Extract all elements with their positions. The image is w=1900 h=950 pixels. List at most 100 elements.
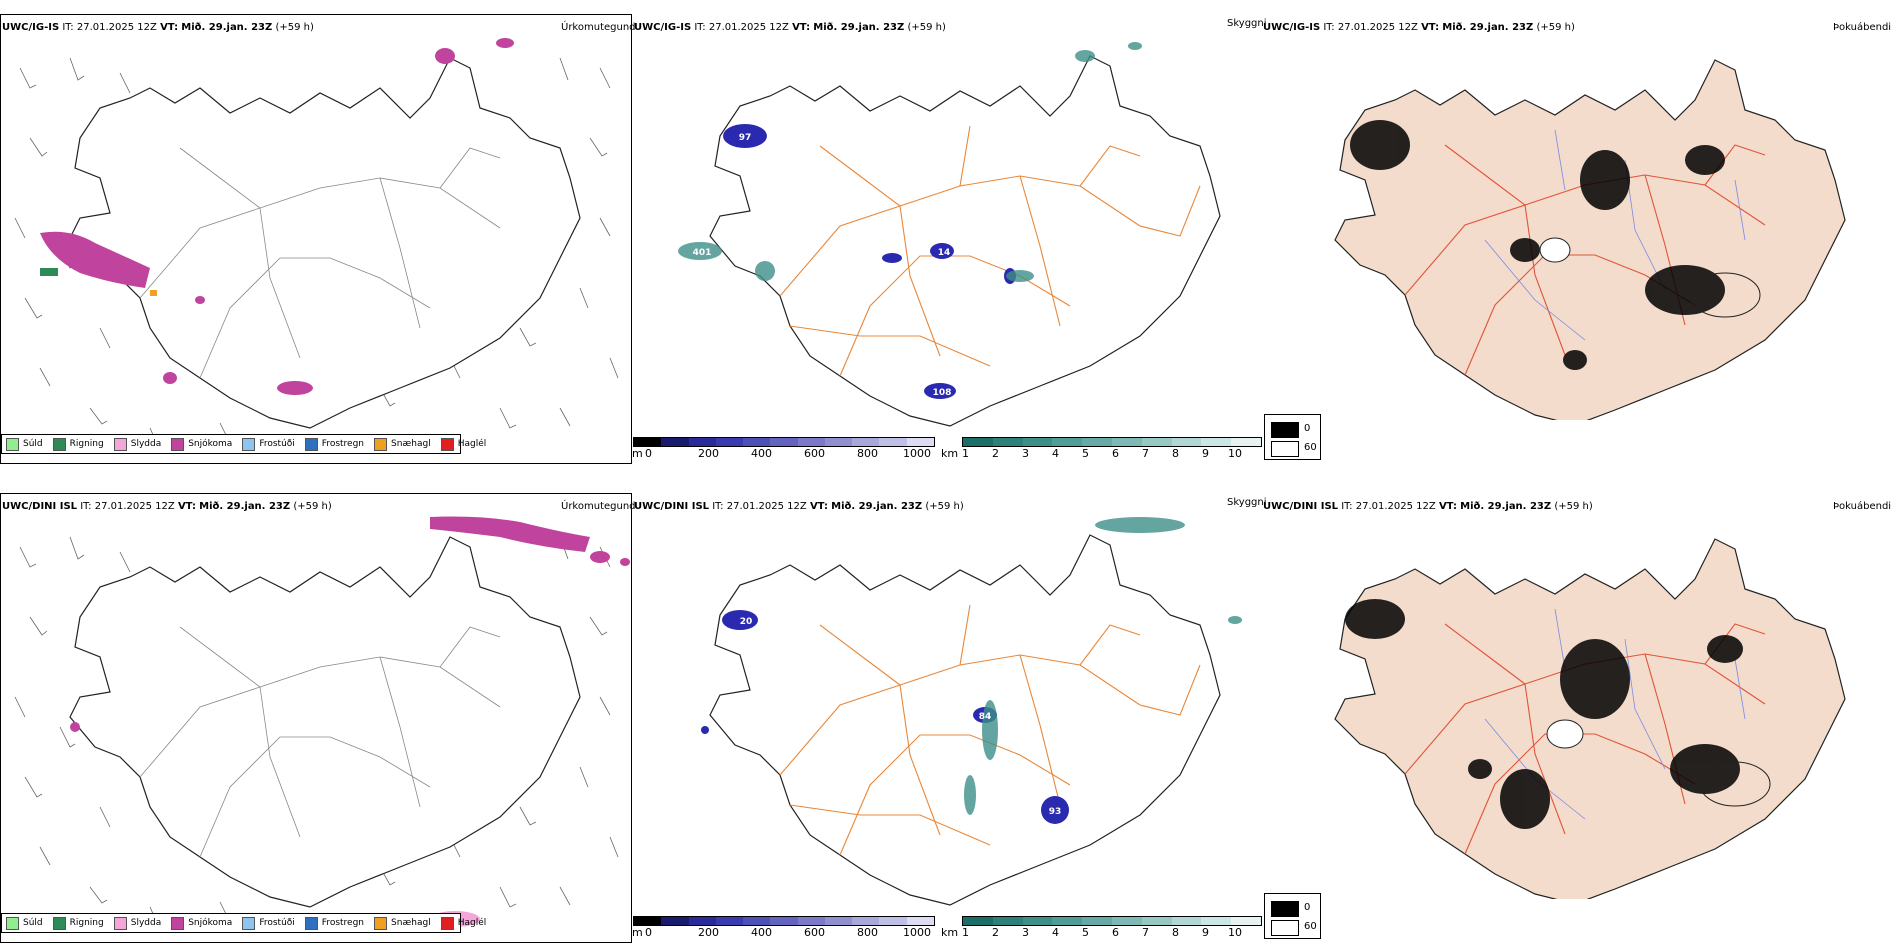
legend-item: Haglél (440, 437, 486, 451)
iceland-outline (1334, 59, 1846, 420)
iceland-outline (69, 57, 581, 429)
km-scale-segment (1171, 917, 1202, 925)
precip-type-title-1: Úrkomutegund (561, 22, 636, 33)
iceland-outline (709, 534, 1221, 906)
vis-label: 401 (693, 248, 712, 258)
swatch-sleet (113, 916, 127, 930)
km-scale-segment (1141, 917, 1172, 925)
iceland-outline (69, 536, 581, 908)
legend-item: Súld (6, 916, 43, 930)
legend-item: Frostregn (304, 916, 364, 930)
km-unit-2: km (941, 926, 959, 939)
km-scale-segment (1052, 917, 1083, 925)
fog-high-patches (1350, 120, 1725, 370)
m-colorbar-2 (633, 916, 935, 926)
fog-map-2 (1334, 538, 1846, 899)
m-scale-segment (634, 438, 662, 446)
vis-label: 20 (740, 617, 753, 627)
vis-label: 84 (979, 712, 992, 722)
km-scale-segment (1231, 438, 1261, 446)
legend-item: Snjókoma (171, 916, 232, 930)
fog-map-1 (1334, 59, 1846, 420)
km-scale-segment (1171, 438, 1202, 446)
m-scale-segment (770, 438, 798, 446)
legend-item: Frostúði (242, 916, 295, 930)
m-scale-segment (634, 917, 662, 925)
precip-legend-1: Súld Rigning Slydda Snjókoma Frostúði Fr… (1, 434, 486, 454)
precip-type-panel-2 (0, 493, 632, 943)
m-scale-segment (852, 438, 880, 446)
km-scale-segment (1111, 438, 1142, 446)
m-scale-segment (824, 917, 853, 925)
km-scale-segment (1141, 438, 1172, 446)
km-scale-segment (1082, 917, 1112, 925)
m-scale-segment (743, 438, 771, 446)
vis-label: 97 (739, 133, 752, 143)
m-scale-segment (852, 917, 880, 925)
legend-item: Rigning (52, 916, 104, 930)
panel-header-2c: UWC/DINI ISL IT: 27.01.2025 12Z VT: Mið.… (1263, 501, 1593, 512)
m-scale-segment (715, 917, 744, 925)
swatch-freezing-rain (304, 437, 318, 451)
vis-label: 78 (912, 388, 925, 398)
swatch-freezing-drizzle (242, 437, 256, 451)
legend-item: Frostúði (242, 437, 295, 451)
swatch-freezing-drizzle (242, 916, 256, 930)
rain-patch (40, 268, 58, 276)
m-scale-segment (906, 438, 934, 446)
vis-label: 93 (1049, 807, 1062, 817)
swatch-snow (171, 916, 185, 930)
km-scale-segment (1082, 438, 1112, 446)
m-scale-segment (743, 917, 771, 925)
m-colorbar-1 (633, 437, 935, 447)
swatch-hail (440, 916, 454, 930)
precip-legend-2: Súld Rigning Slydda Snjókoma Frostúði Fr… (1, 913, 486, 933)
swatch-rain (52, 916, 66, 930)
sleet-patch (150, 290, 157, 296)
fog-legend-2: 0 60 (1264, 893, 1321, 939)
glaciers (1539, 237, 1761, 318)
swatch-snow (171, 437, 185, 451)
legend-item: Snæhagl (374, 916, 431, 930)
panel-header-1c: UWC/IG-IS IT: 27.01.2025 12Z VT: Mið. 29… (1263, 22, 1575, 33)
vis-value-labels: 20 84 93 (740, 617, 1062, 817)
panel-header-1b: UWC/IG-IS IT: 27.01.2025 12Z VT: Mið. 29… (634, 22, 946, 33)
vis-low-patches (723, 124, 1016, 399)
vis-value-labels: 97 401 14 78 108 (693, 133, 952, 398)
legend-item: Súld (6, 437, 43, 451)
fog-title-2: Þokuábendi (1833, 501, 1892, 512)
rivers (1484, 129, 1746, 341)
panel-header-2a: UWC/DINI ISL IT: 27.01.2025 12Z VT: Mið.… (2, 501, 332, 512)
km-colorbar-2 (962, 916, 1262, 926)
km-scale-segment (963, 438, 993, 446)
swatch-ice-pellets (374, 437, 388, 451)
precip-type-panel-1 (0, 14, 632, 464)
fog-high-patches (1345, 599, 1743, 829)
swatch-rain (52, 437, 66, 451)
snow-patches (40, 38, 514, 395)
m-scale-segment (770, 917, 798, 925)
m-scale-segment (715, 438, 744, 446)
roads-grey (139, 626, 501, 858)
swatch-hail (440, 437, 454, 451)
roads (779, 604, 1201, 856)
km-colorbar-1 (962, 437, 1262, 447)
fog-swatch-high (1271, 901, 1299, 917)
roads-grey (139, 147, 501, 379)
m-scale-segment (661, 438, 689, 446)
m-scale-segment (824, 438, 853, 446)
m-scale-segment (879, 917, 907, 925)
m-scale-segment (688, 917, 716, 925)
km-unit-1: km (941, 447, 959, 460)
legend-item: Frostregn (304, 437, 364, 451)
panel-header-1a: UWC/IG-IS IT: 27.01.2025 12Z VT: Mið. 29… (2, 22, 314, 33)
panel-header-2b: UWC/DINI ISL IT: 27.01.2025 12Z VT: Mið.… (634, 501, 964, 512)
fog-legend-1: 0 60 (1264, 414, 1321, 460)
precip-type-title-2: Úrkomutegund (561, 501, 636, 512)
fog-swatch-low (1271, 920, 1299, 936)
km-scale-segment (1022, 438, 1053, 446)
glaciers (1546, 719, 1771, 807)
legend-item: Slydda (113, 916, 161, 930)
m-scale-segment (661, 917, 689, 925)
m-scale-segment (688, 438, 716, 446)
